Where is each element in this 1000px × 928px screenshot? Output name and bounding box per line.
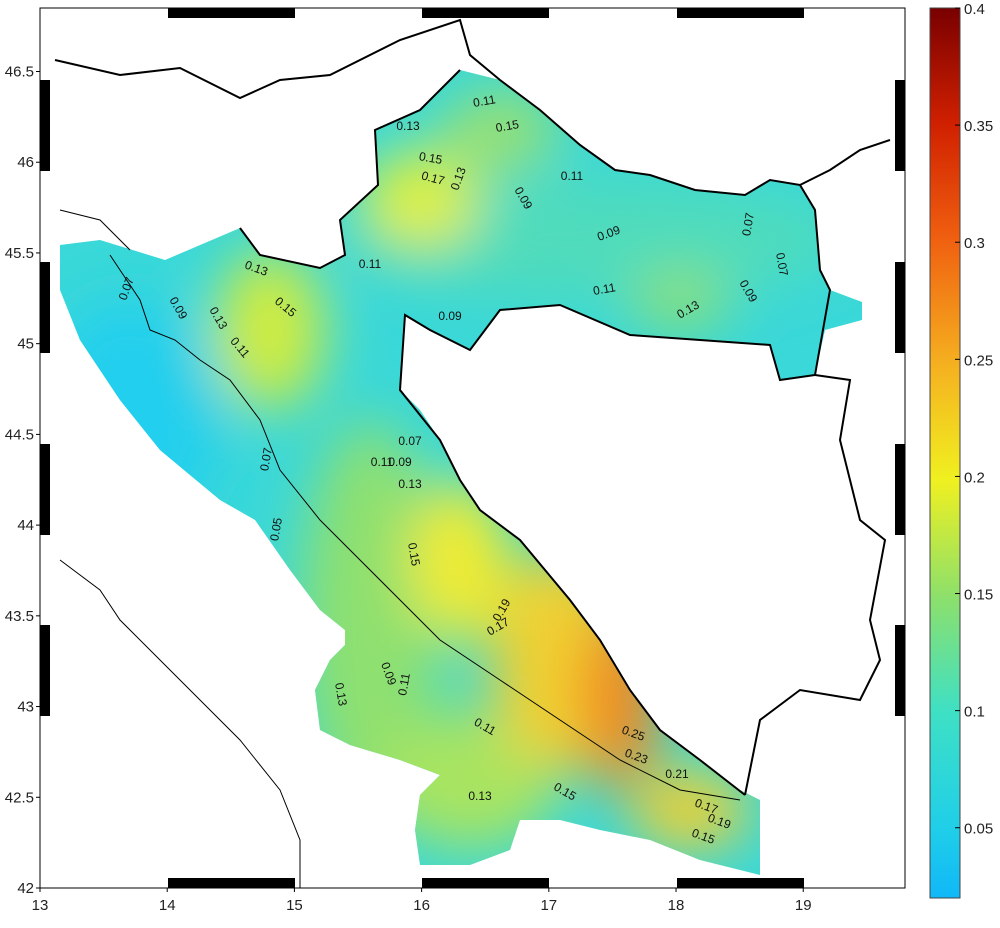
- contour-label: 0.07: [773, 252, 791, 278]
- x-tick-label: 18: [668, 897, 685, 914]
- contour-label: 0.15: [495, 117, 521, 135]
- contour-label: 0.11: [359, 257, 382, 271]
- y-tick-label: 43: [17, 699, 34, 716]
- coastlines: [59, 209, 741, 888]
- y-tick-label: 42.5: [5, 789, 34, 806]
- frame-bars: [40, 8, 905, 888]
- borders: [54, 18, 891, 796]
- contour-label: 0.09: [438, 309, 462, 323]
- colorbar-tick-label: 0.35: [964, 118, 993, 135]
- colorbar: [929, 7, 961, 899]
- y-tick-label: 45.5: [5, 245, 34, 262]
- colorbar-tick-label: 0.4: [964, 1, 985, 18]
- colorbar-tick-label: 0.25: [964, 352, 993, 369]
- contour-label: 0.13: [468, 789, 492, 803]
- contour-label: 0.13: [396, 119, 420, 133]
- x-tick-label: 13: [32, 897, 49, 914]
- y-tick-label: 43.5: [5, 608, 34, 625]
- colorbar-tick-label: 0.3: [964, 235, 985, 252]
- contour-label: 0.13: [398, 477, 422, 491]
- contour-label: 0.11: [561, 169, 584, 183]
- contour-label: 0.11: [472, 92, 497, 110]
- y-tick-label: 46.5: [5, 64, 34, 81]
- contour-label: 0.15: [405, 542, 423, 568]
- contour-label: 0.13: [332, 682, 350, 708]
- colorbar-tick-label: 0.2: [964, 469, 985, 486]
- contour-label: 0.15: [418, 149, 444, 167]
- colorbar-tick-label: 0.15: [964, 587, 993, 604]
- contour-label: 0.21: [665, 767, 689, 781]
- contour-label: 0.11: [395, 672, 413, 697]
- y-tick-label: 46: [17, 154, 34, 171]
- colorbar-tick-label: 0.05: [964, 821, 993, 838]
- x-tick-label: 16: [413, 897, 430, 914]
- contour-label: 0.07: [739, 211, 757, 237]
- y-tick-label: 45: [17, 336, 34, 353]
- x-tick-label: 19: [795, 897, 812, 914]
- contour-label: 0.09: [388, 455, 412, 469]
- colorbar-tick-label: 0.1: [964, 704, 985, 721]
- y-tick-label: 44: [17, 517, 34, 534]
- contour-label: 0.11: [371, 455, 394, 469]
- x-tick-label: 15: [286, 897, 303, 914]
- contour-label: 0.11: [592, 280, 617, 298]
- contour-label: 0.07: [398, 434, 422, 448]
- contour-label: 0.17: [420, 168, 446, 188]
- contour-label: 0.07: [257, 446, 275, 472]
- y-tick-label: 44.5: [5, 426, 34, 443]
- x-tick-label: 14: [159, 897, 176, 914]
- y-tick-label: 42: [17, 880, 34, 897]
- x-tick-label: 17: [540, 897, 557, 914]
- contour-label: 0.05: [267, 516, 285, 542]
